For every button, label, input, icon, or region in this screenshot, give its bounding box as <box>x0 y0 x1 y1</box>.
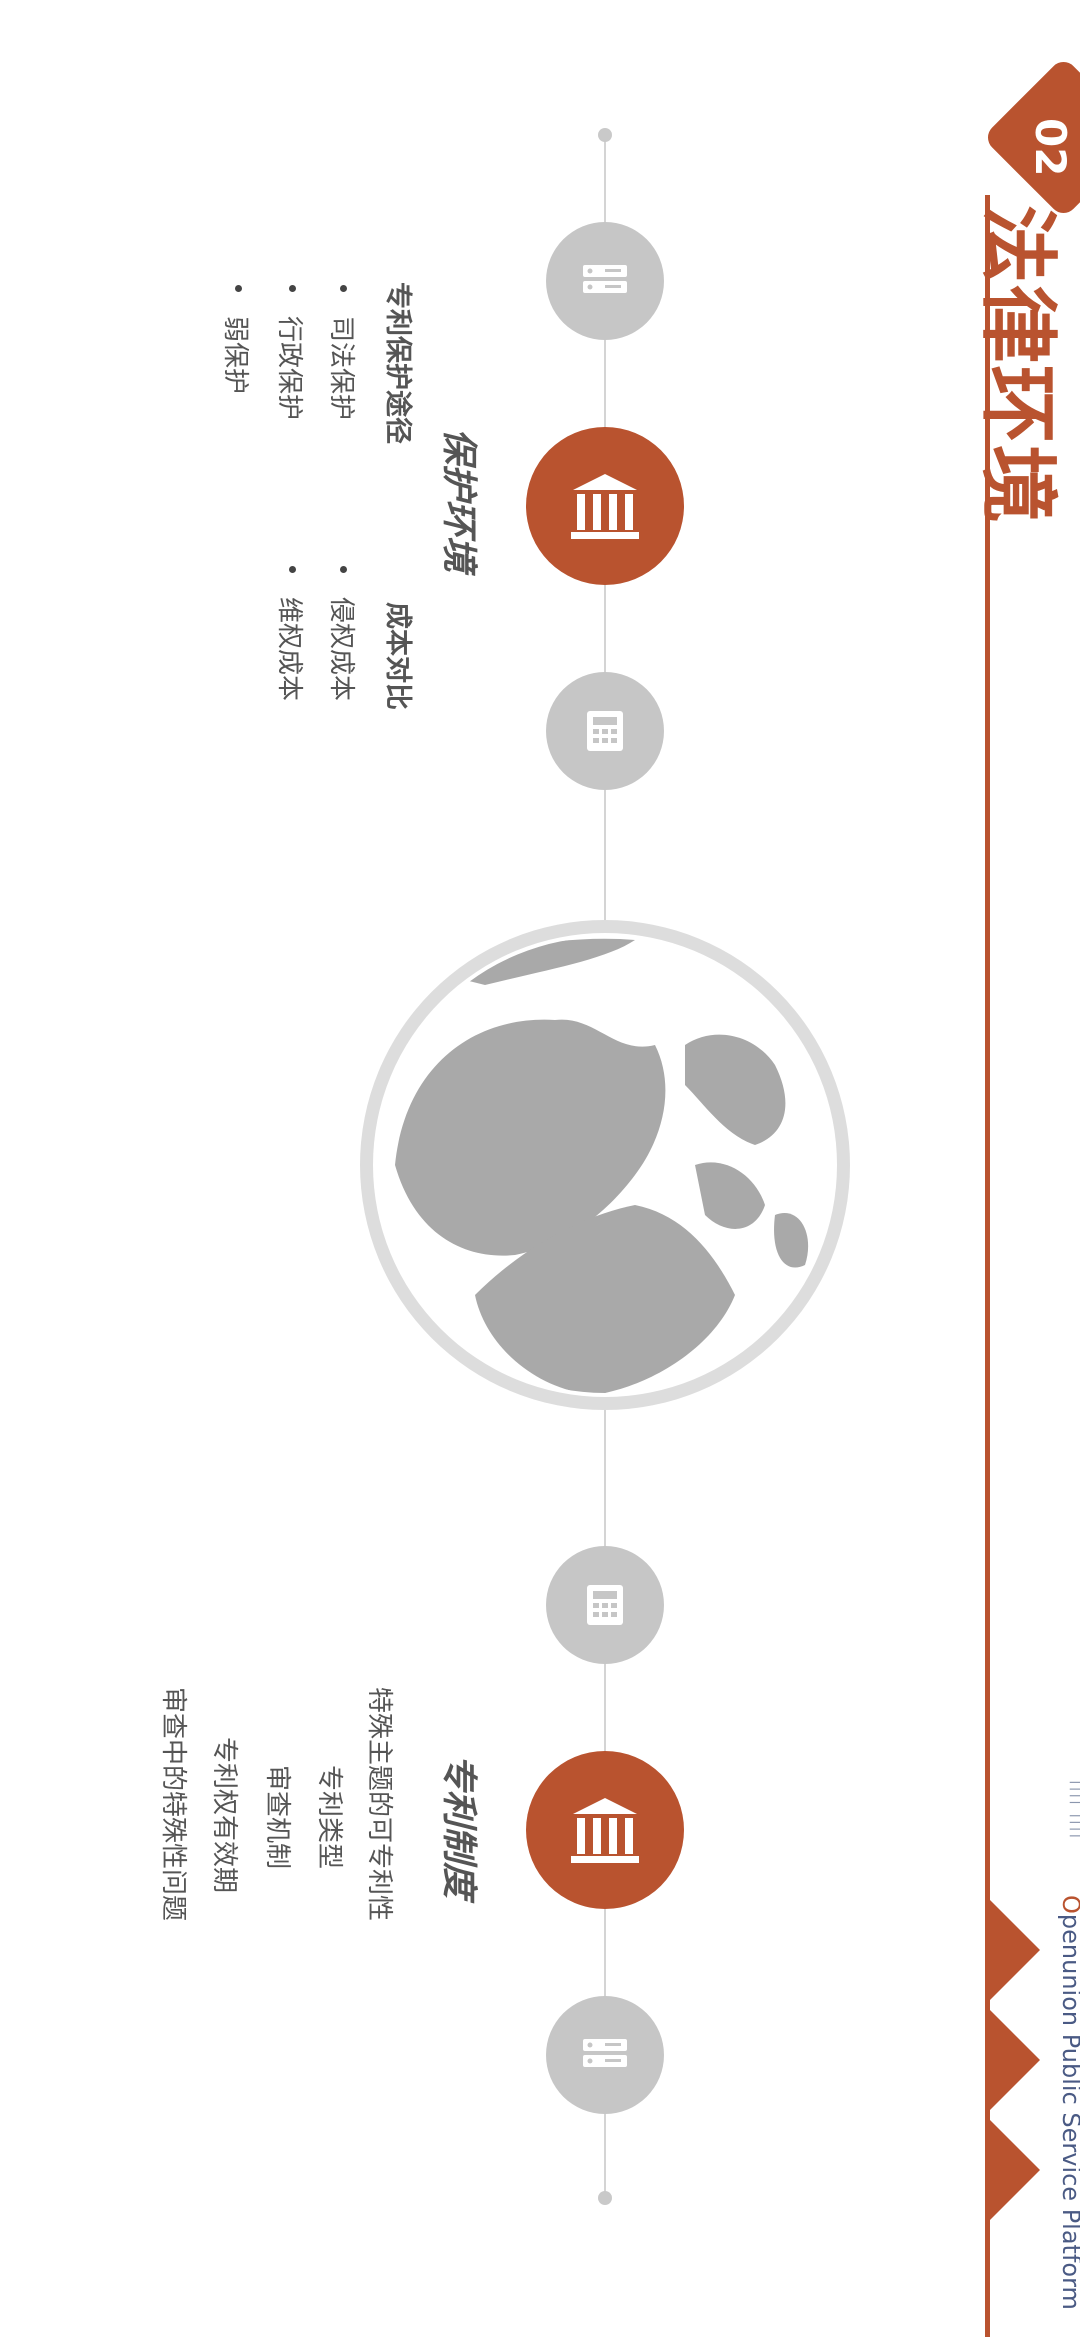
bullet <box>340 285 347 292</box>
timeline-start-dot <box>598 128 612 142</box>
patent-system-item: 专利权有效期 <box>209 1737 239 1894</box>
patent-system-item: 专利类型 <box>314 1765 344 1870</box>
globe-icon <box>360 920 850 1410</box>
institution-icon <box>526 1751 684 1909</box>
server-icon <box>546 222 664 340</box>
cost-item: 侵权成本 <box>326 597 356 702</box>
protection-path-item: 司法保护 <box>326 316 356 421</box>
brand-logo-o: O <box>1057 1895 1080 1914</box>
server-icon <box>546 1996 664 2114</box>
bullet <box>235 285 242 292</box>
decorative-zigzag <box>985 1895 1040 2225</box>
section-number: 02 <box>1026 118 1075 177</box>
patent-system-item: 特殊主题的可专利性 <box>364 1687 394 1922</box>
section-title: 法律环境 <box>972 205 1062 526</box>
patent-system-heading: 专利制度 <box>438 1754 479 1899</box>
brand-logo-rest: penunion Public Service Platform <box>1057 1913 1080 2310</box>
protection-paths-title: 专利保护途径 <box>382 282 413 444</box>
patent-system-item: 审查机制 <box>262 1765 292 1870</box>
institution-icon <box>526 427 684 585</box>
cost-comparison-title: 成本对比 <box>382 602 413 710</box>
calculator-icon <box>546 1546 664 1664</box>
timeline-end-dot <box>598 2191 612 2205</box>
protection-heading: 保护环境 <box>438 428 479 573</box>
patent-system-item: 审查中的特殊性问题 <box>158 1687 188 1922</box>
brand-logo-text: Openunion Public Service Platform <box>1057 1895 1080 2310</box>
bullet <box>340 566 347 573</box>
bullet <box>289 566 296 573</box>
cost-item: 维权成本 <box>274 597 304 702</box>
section-divider-line <box>985 195 990 2337</box>
partner-logo: |||| |||| <box>1069 1780 1080 1841</box>
protection-path-item: 弱保护 <box>220 316 250 395</box>
bullet <box>289 285 296 292</box>
calculator-icon <box>546 672 664 790</box>
protection-path-item: 行政保护 <box>274 316 304 421</box>
